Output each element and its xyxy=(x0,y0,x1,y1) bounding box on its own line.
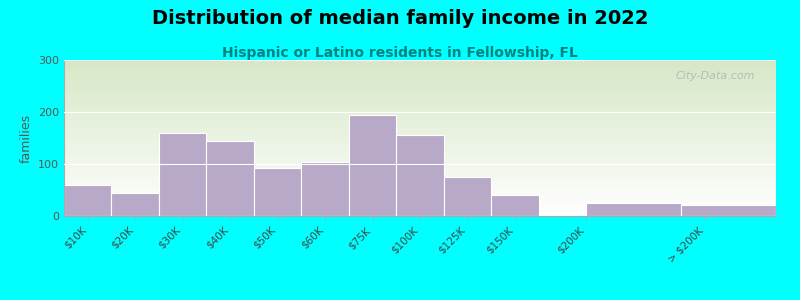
Bar xyxy=(491,195,538,216)
Bar xyxy=(444,177,491,216)
Bar xyxy=(586,203,681,216)
Text: City-Data.com: City-Data.com xyxy=(675,71,754,81)
Bar xyxy=(302,162,349,216)
Text: Hispanic or Latino residents in Fellowship, FL: Hispanic or Latino residents in Fellowsh… xyxy=(222,46,578,61)
Bar xyxy=(111,193,159,216)
Bar xyxy=(396,135,444,216)
Text: Distribution of median family income in 2022: Distribution of median family income in … xyxy=(152,9,648,28)
Bar xyxy=(159,133,206,216)
Bar xyxy=(254,168,302,216)
Bar xyxy=(681,205,776,216)
Bar xyxy=(349,115,396,216)
Y-axis label: families: families xyxy=(19,113,33,163)
Bar xyxy=(206,141,254,216)
Bar xyxy=(64,185,111,216)
